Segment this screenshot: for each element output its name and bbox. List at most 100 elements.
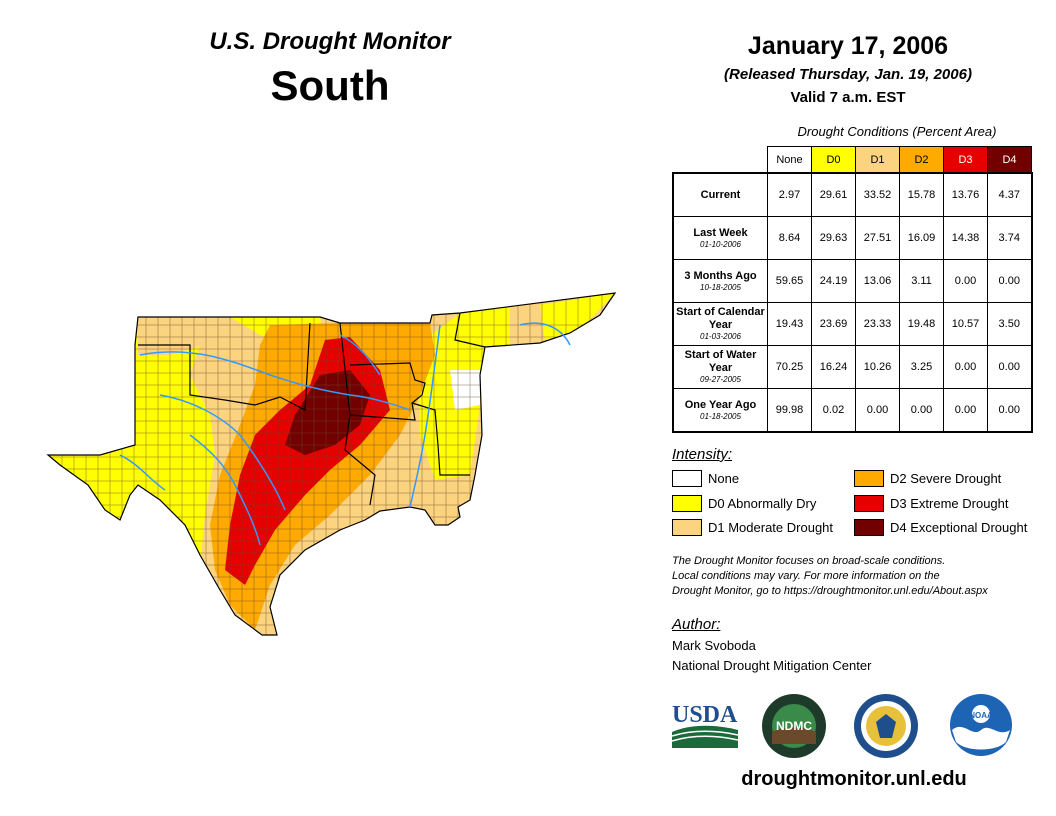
table-cell: 15.78 <box>899 172 944 217</box>
usda-logo: USDA <box>671 702 739 748</box>
table-cell: 0.00 <box>943 345 988 389</box>
row-label-text: Last Week <box>693 226 748 239</box>
author-title: Author: <box>672 616 721 633</box>
col-header-d0: D0 <box>811 146 856 174</box>
author-org: National Drought Mitigation Center <box>672 658 872 673</box>
table-cell: 19.48 <box>899 302 944 346</box>
table-cell: 3.50 <box>987 302 1032 346</box>
none-area <box>450 370 480 410</box>
usda-logo-text: USDA <box>672 702 738 728</box>
row-label: 3 Months Ago 10-18-2005 <box>672 259 768 303</box>
row-label: Start of Water Year 09-27-2005 <box>672 345 768 389</box>
note-line: The Drought Monitor focuses on broad-sca… <box>672 555 946 567</box>
state-borders <box>46 292 617 636</box>
legend-swatch-none <box>672 470 702 487</box>
table-cell: 33.52 <box>855 172 900 217</box>
drought-intensity-layer <box>48 293 615 635</box>
table-cell: 99.98 <box>767 388 812 433</box>
col-header-d4: D4 <box>987 146 1032 174</box>
table-cell: 16.24 <box>811 345 856 389</box>
d0-area-ne <box>540 293 615 340</box>
table-cell: 10.57 <box>943 302 988 346</box>
intensity-title: Intensity: <box>672 446 733 463</box>
table-cell: 70.25 <box>767 345 812 389</box>
row-label-text: One Year Ago <box>684 398 757 411</box>
table-cell: 0.02 <box>811 388 856 433</box>
table-cell: 4.37 <box>987 172 1032 217</box>
row-label: Current <box>672 172 768 217</box>
legend-label: D4 Exceptional Drought <box>890 520 1028 535</box>
table-cell: 3.74 <box>987 216 1032 260</box>
legend-swatch-d4 <box>854 519 884 536</box>
legend-label: None <box>708 471 740 486</box>
table-cell: 16.09 <box>899 216 944 260</box>
table-row: Current 2.97 29.61 33.52 15.78 13.76 4.3… <box>672 172 1032 217</box>
commerce-seal <box>854 694 918 758</box>
table-cell: 24.19 <box>811 259 856 303</box>
table-cell: 0.00 <box>855 388 900 433</box>
ndmc-logo-text: NDMC <box>776 719 812 733</box>
table-cell: 0.00 <box>987 345 1032 389</box>
legend-item-none: None <box>672 470 739 487</box>
table-cell: 23.69 <box>811 302 856 346</box>
noaa-logo-text: NOAA <box>969 711 993 720</box>
col-header-d2: D2 <box>899 146 944 174</box>
legend-label: D0 Abnormally Dry <box>708 496 817 511</box>
noaa-logo: NOAA <box>950 694 1012 756</box>
note-line: Local conditions may vary. For more info… <box>672 570 940 582</box>
table-cell: 23.33 <box>855 302 900 346</box>
row-date: 01-03-2006 <box>700 332 741 341</box>
legend-item-d2: D2 Severe Drought <box>854 470 1001 487</box>
row-label: Start of Calendar Year 01-03-2006 <box>672 302 768 346</box>
site-url[interactable]: droughtmonitor.unl.edu <box>741 768 967 790</box>
table-caption: Drought Conditions (Percent Area) <box>797 124 997 139</box>
row-label-text: 3 Months Ago <box>684 269 757 282</box>
table-cell: 29.63 <box>811 216 856 260</box>
table-cell: 14.38 <box>943 216 988 260</box>
table-row: Last Week 01-10-2006 8.64 29.63 27.51 16.… <box>672 216 1032 260</box>
col-header-d3: D3 <box>943 146 988 174</box>
region-title: South <box>270 62 390 109</box>
d4-area <box>285 370 370 455</box>
legend-swatch-d1 <box>672 519 702 536</box>
row-date: 10-18-2005 <box>700 282 741 292</box>
row-label: Last Week 01-10-2006 <box>672 216 768 260</box>
legend-swatch-d2 <box>854 470 884 487</box>
legend-label: D1 Moderate Drought <box>708 520 834 535</box>
row-date: 01-10-2006 <box>700 239 741 249</box>
table-cell: 13.76 <box>943 172 988 217</box>
row-date: 01-18-2005 <box>700 411 741 421</box>
table-cell: 13.06 <box>855 259 900 303</box>
ndmc-logo: NDMC <box>762 694 826 758</box>
table-cell: 19.43 <box>767 302 812 346</box>
legend-swatch-d0 <box>672 495 702 512</box>
release-date: (Released Thursday, Jan. 19, 2006) <box>724 66 972 83</box>
row-label-text: Start of Water Year <box>684 349 757 374</box>
col-header-d1: D1 <box>855 146 900 174</box>
table-cell: 0.00 <box>943 259 988 303</box>
author-name: Mark Svoboda <box>672 638 756 653</box>
row-date: 09-27-2005 <box>700 375 741 384</box>
table-cell: 2.97 <box>767 172 812 217</box>
table-cell: 10.26 <box>855 345 900 389</box>
table-cell: 27.51 <box>855 216 900 260</box>
table-cell: 0.00 <box>899 388 944 433</box>
legend-item-d4: D4 Exceptional Drought <box>854 519 1027 536</box>
table-row: Start of Calendar Year 01-03-2006 19.43 2… <box>672 302 1032 346</box>
notes-block: The Drought Monitor focuses on broad-sca… <box>672 554 1032 599</box>
legend-item-d0: D0 Abnormally Dry <box>672 495 816 512</box>
rivers <box>119 322 571 546</box>
table-header-row: None D0 D1 D2 D3 D4 <box>673 146 1032 174</box>
table-cell: 59.65 <box>767 259 812 303</box>
legend-item-d1: D1 Moderate Drought <box>672 519 833 536</box>
table-row: One Year Ago 01-18-2005 99.98 0.02 0.00 0… <box>672 388 1032 433</box>
drought-stats-table: None D0 D1 D2 D3 D4 Current 2.97 29.61 3… <box>672 146 1033 433</box>
valid-time: Valid 7 a.m. EST <box>790 89 906 106</box>
row-label: One Year Ago 01-18-2005 <box>672 388 768 433</box>
note-line: Drought Monitor, go to https://droughtmo… <box>672 585 988 597</box>
table-row: 3 Months Ago 10-18-2005 59.65 24.19 13.06… <box>672 259 1032 303</box>
map-subtitle: U.S. Drought Monitor <box>209 28 451 55</box>
table-cell: 3.25 <box>899 345 944 389</box>
legend-item-d3: D3 Extreme Drought <box>854 495 1009 512</box>
table-row: Start of Water Year 09-27-2005 70.25 16.2… <box>672 345 1032 389</box>
